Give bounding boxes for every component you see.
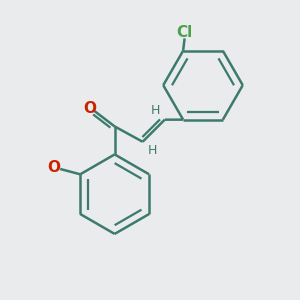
Text: H: H [147,143,157,157]
Text: O: O [83,101,96,116]
Text: O: O [47,160,60,175]
Text: Cl: Cl [176,25,193,40]
Text: H: H [151,104,160,117]
